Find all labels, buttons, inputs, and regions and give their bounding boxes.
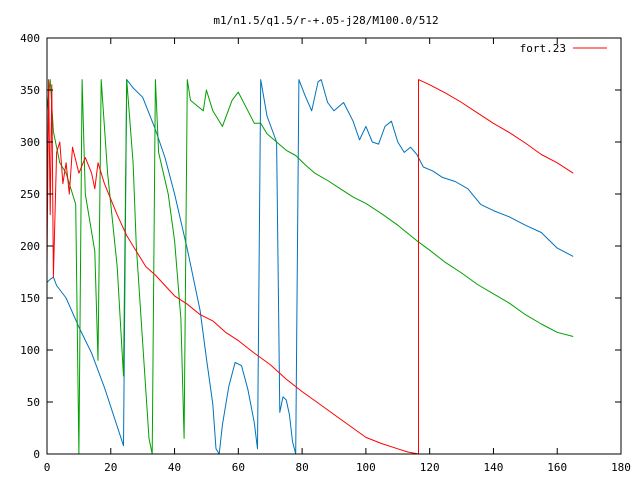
- legend: fort.23: [520, 42, 607, 55]
- x-tick-label: 0: [44, 461, 51, 474]
- y-tick-label: 350: [20, 84, 40, 97]
- x-tick-label: 40: [168, 461, 181, 474]
- y-tick-label: 300: [20, 136, 40, 149]
- ticks-layer: 0 20 40 60 80 100 120 140 160 180 0 50 100 150 200 250 3…: [20, 32, 631, 474]
- series-line-3: [46, 79, 574, 455]
- series-layer: [46, 79, 574, 455]
- legend-label: fort.23: [520, 42, 566, 55]
- x-tick-label: 120: [420, 461, 440, 474]
- x-tick-label: 140: [484, 461, 504, 474]
- y-tick-label: 200: [20, 240, 40, 253]
- x-tick-label: 180: [611, 461, 631, 474]
- y-tick-label: 400: [20, 32, 40, 45]
- series-line-1: [46, 79, 574, 455]
- y-tick-label: 0: [33, 448, 40, 461]
- chart-title: m1/n1.5/q1.5/r-+.05-j28/M100.0/512: [213, 14, 438, 27]
- x-tick-label: 20: [104, 461, 117, 474]
- x-tick-label: 80: [295, 461, 308, 474]
- y-tick-label: 50: [27, 396, 40, 409]
- x-tick-label: 100: [356, 461, 376, 474]
- y-tick-label: 250: [20, 188, 40, 201]
- x-tick-label: 60: [232, 461, 245, 474]
- x-tick-label: 160: [547, 461, 567, 474]
- y-tick-label: 100: [20, 344, 40, 357]
- y-tick-label: 150: [20, 292, 40, 305]
- series-line-2: [46, 79, 574, 455]
